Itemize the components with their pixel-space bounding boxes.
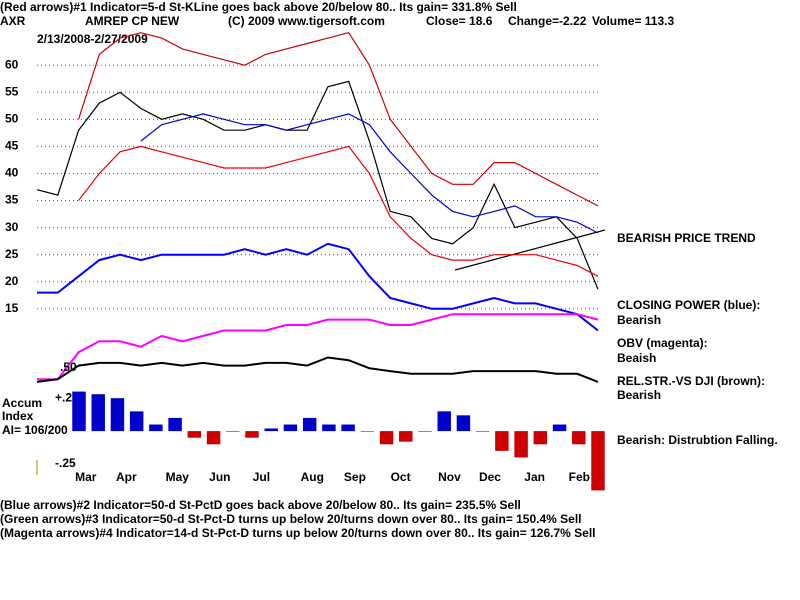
bar	[552, 424, 567, 432]
y-tick-label: 60	[5, 57, 19, 71]
source: (C) 2009 www.tigersoft.com	[228, 14, 385, 28]
footer-line: (Blue arrows)#2 Indicator=50-d St-PctD g…	[0, 498, 521, 512]
bar	[399, 431, 413, 442]
series-line	[78, 32, 599, 207]
volume: Volume= 113.3	[592, 14, 674, 28]
legend-label: OBV (magenta):	[617, 336, 708, 350]
bar	[149, 424, 163, 432]
legend-label: CLOSING POWER (blue):	[617, 298, 760, 312]
panel-note: Bearish: Distrubtion Falling.	[617, 433, 778, 447]
series-line	[78, 145, 599, 277]
bar	[495, 431, 509, 451]
bar	[322, 424, 336, 432]
panel-label: AI= 106/200	[2, 423, 68, 437]
y-tick-label: 15	[5, 301, 19, 315]
x-tick-label: Apr	[116, 470, 137, 484]
y-tick-label: 35	[5, 193, 19, 207]
annotation: Bearish	[617, 313, 661, 327]
x-tick-label: Jan	[524, 470, 545, 484]
annotation: Beaish	[617, 351, 656, 365]
bar	[514, 431, 528, 458]
x-tick-label: Dec	[479, 470, 501, 484]
series-line	[140, 113, 599, 234]
symbol: AXR	[0, 14, 26, 28]
header: (Red arrows)#1 Indicator=5-d St-KLine go…	[0, 0, 517, 14]
annotation: Bearish	[617, 388, 661, 402]
bar	[591, 431, 605, 491]
y-tick-label: 20	[5, 274, 19, 288]
series-line	[36, 356, 599, 383]
chart-title: AMREP CP NEW	[85, 14, 180, 28]
y-tick-label: 30	[5, 220, 19, 234]
x-tick-label: Sep	[344, 470, 366, 484]
x-tick-label: Nov	[438, 470, 461, 484]
y-tick-label: 55	[5, 84, 19, 98]
footer-line: (Green arrows)#3 Indicator=50-d St-Pct-D…	[0, 512, 582, 526]
bar	[72, 391, 86, 432]
annotation: .50	[60, 360, 77, 374]
panel-label: Accum	[2, 396, 42, 410]
bar	[226, 431, 240, 432]
bar	[283, 424, 298, 432]
x-tick-label: Jul	[253, 470, 270, 484]
bar	[206, 431, 221, 445]
x-tick-label: Oct	[391, 470, 411, 484]
y-tick-label: 50	[5, 111, 19, 125]
footer-line: (Magenta arrows)#4 Indicator=14-d St-Pct…	[0, 526, 595, 540]
x-tick-label: May	[166, 470, 190, 484]
panel-label: Index	[2, 409, 34, 423]
bar	[245, 431, 259, 438]
bar	[302, 417, 317, 432]
change: Change=-2.22	[508, 14, 587, 28]
bar	[533, 431, 548, 445]
x-tick-label: Jun	[209, 470, 230, 484]
bar	[456, 415, 471, 432]
x-tick-label: Aug	[301, 470, 324, 484]
series-line	[37, 242, 599, 332]
bar	[168, 417, 182, 432]
x-tick-label: Feb	[569, 470, 590, 484]
trend-line	[454, 229, 606, 271]
y-tick-label: 45	[5, 139, 19, 153]
x-tick-label: Mar	[75, 470, 97, 484]
y-tick-label: 25	[5, 247, 19, 261]
bar	[437, 411, 451, 432]
y-tick-label: 40	[5, 166, 19, 180]
date-range: 2/13/2008-2/27/2009	[37, 32, 148, 46]
bar	[341, 424, 355, 432]
legend-label: REL.STR.-VS DJI (brown):	[617, 374, 765, 388]
bar	[264, 428, 278, 432]
close: Close= 18.6	[426, 14, 493, 28]
annotation: BEARISH PRICE TREND	[617, 231, 756, 245]
bar	[572, 431, 586, 445]
bar	[418, 431, 432, 432]
bar	[129, 411, 144, 432]
series-line	[36, 80, 599, 290]
bar	[91, 394, 105, 432]
bar	[475, 431, 490, 432]
series-line	[37, 313, 599, 381]
y-tick-label: -.25	[55, 456, 76, 470]
bar	[187, 431, 202, 438]
bar	[379, 431, 394, 445]
bar	[360, 431, 375, 432]
bar	[110, 398, 125, 432]
